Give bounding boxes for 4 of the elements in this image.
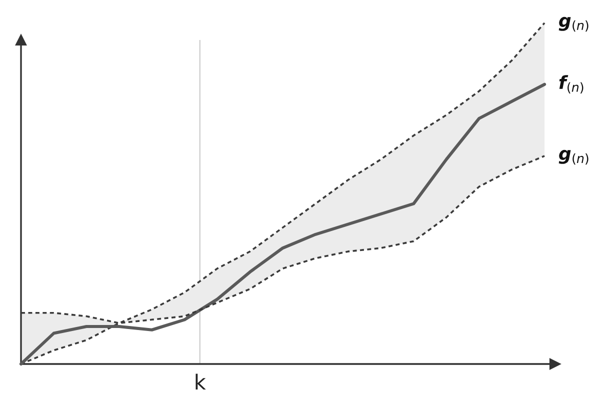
series-label: g$_{(n)}$ [558, 150, 588, 165]
series-label: g$_{(n)}$ [558, 16, 588, 32]
series-label: f$_{(n)}$ [559, 75, 584, 94]
text: k [196, 374, 206, 390]
